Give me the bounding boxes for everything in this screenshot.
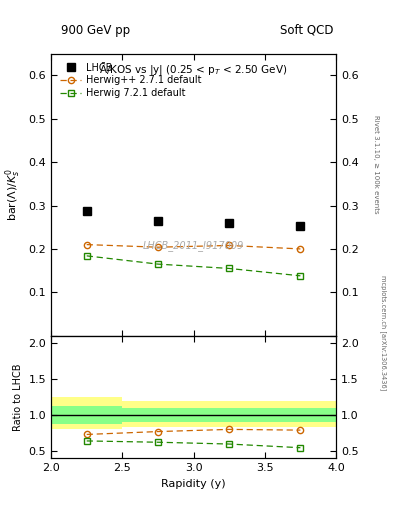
Text: Soft QCD: Soft QCD — [280, 24, 333, 37]
Text: 900 GeV pp: 900 GeV pp — [61, 24, 130, 37]
Text: $\bar{\Lambda}$/KOS vs |y| (0.25 < p$_T$ < 2.50 GeV): $\bar{\Lambda}$/KOS vs |y| (0.25 < p$_T$… — [99, 62, 288, 78]
Legend: LHCB, Herwig++ 2.7.1 default, Herwig 7.2.1 default: LHCB, Herwig++ 2.7.1 default, Herwig 7.2… — [56, 58, 206, 102]
Y-axis label: bar($\Lambda$)/$K^0_s$: bar($\Lambda$)/$K^0_s$ — [3, 168, 23, 221]
Text: LHCB_2011_I917009: LHCB_2011_I917009 — [143, 240, 244, 251]
Text: Rivet 3.1.10, ≥ 100k events: Rivet 3.1.10, ≥ 100k events — [373, 115, 380, 213]
Y-axis label: Ratio to LHCB: Ratio to LHCB — [13, 363, 23, 431]
X-axis label: Rapidity (y): Rapidity (y) — [161, 479, 226, 488]
Text: mcplots.cern.ch [arXiv:1306.3436]: mcplots.cern.ch [arXiv:1306.3436] — [380, 275, 387, 391]
